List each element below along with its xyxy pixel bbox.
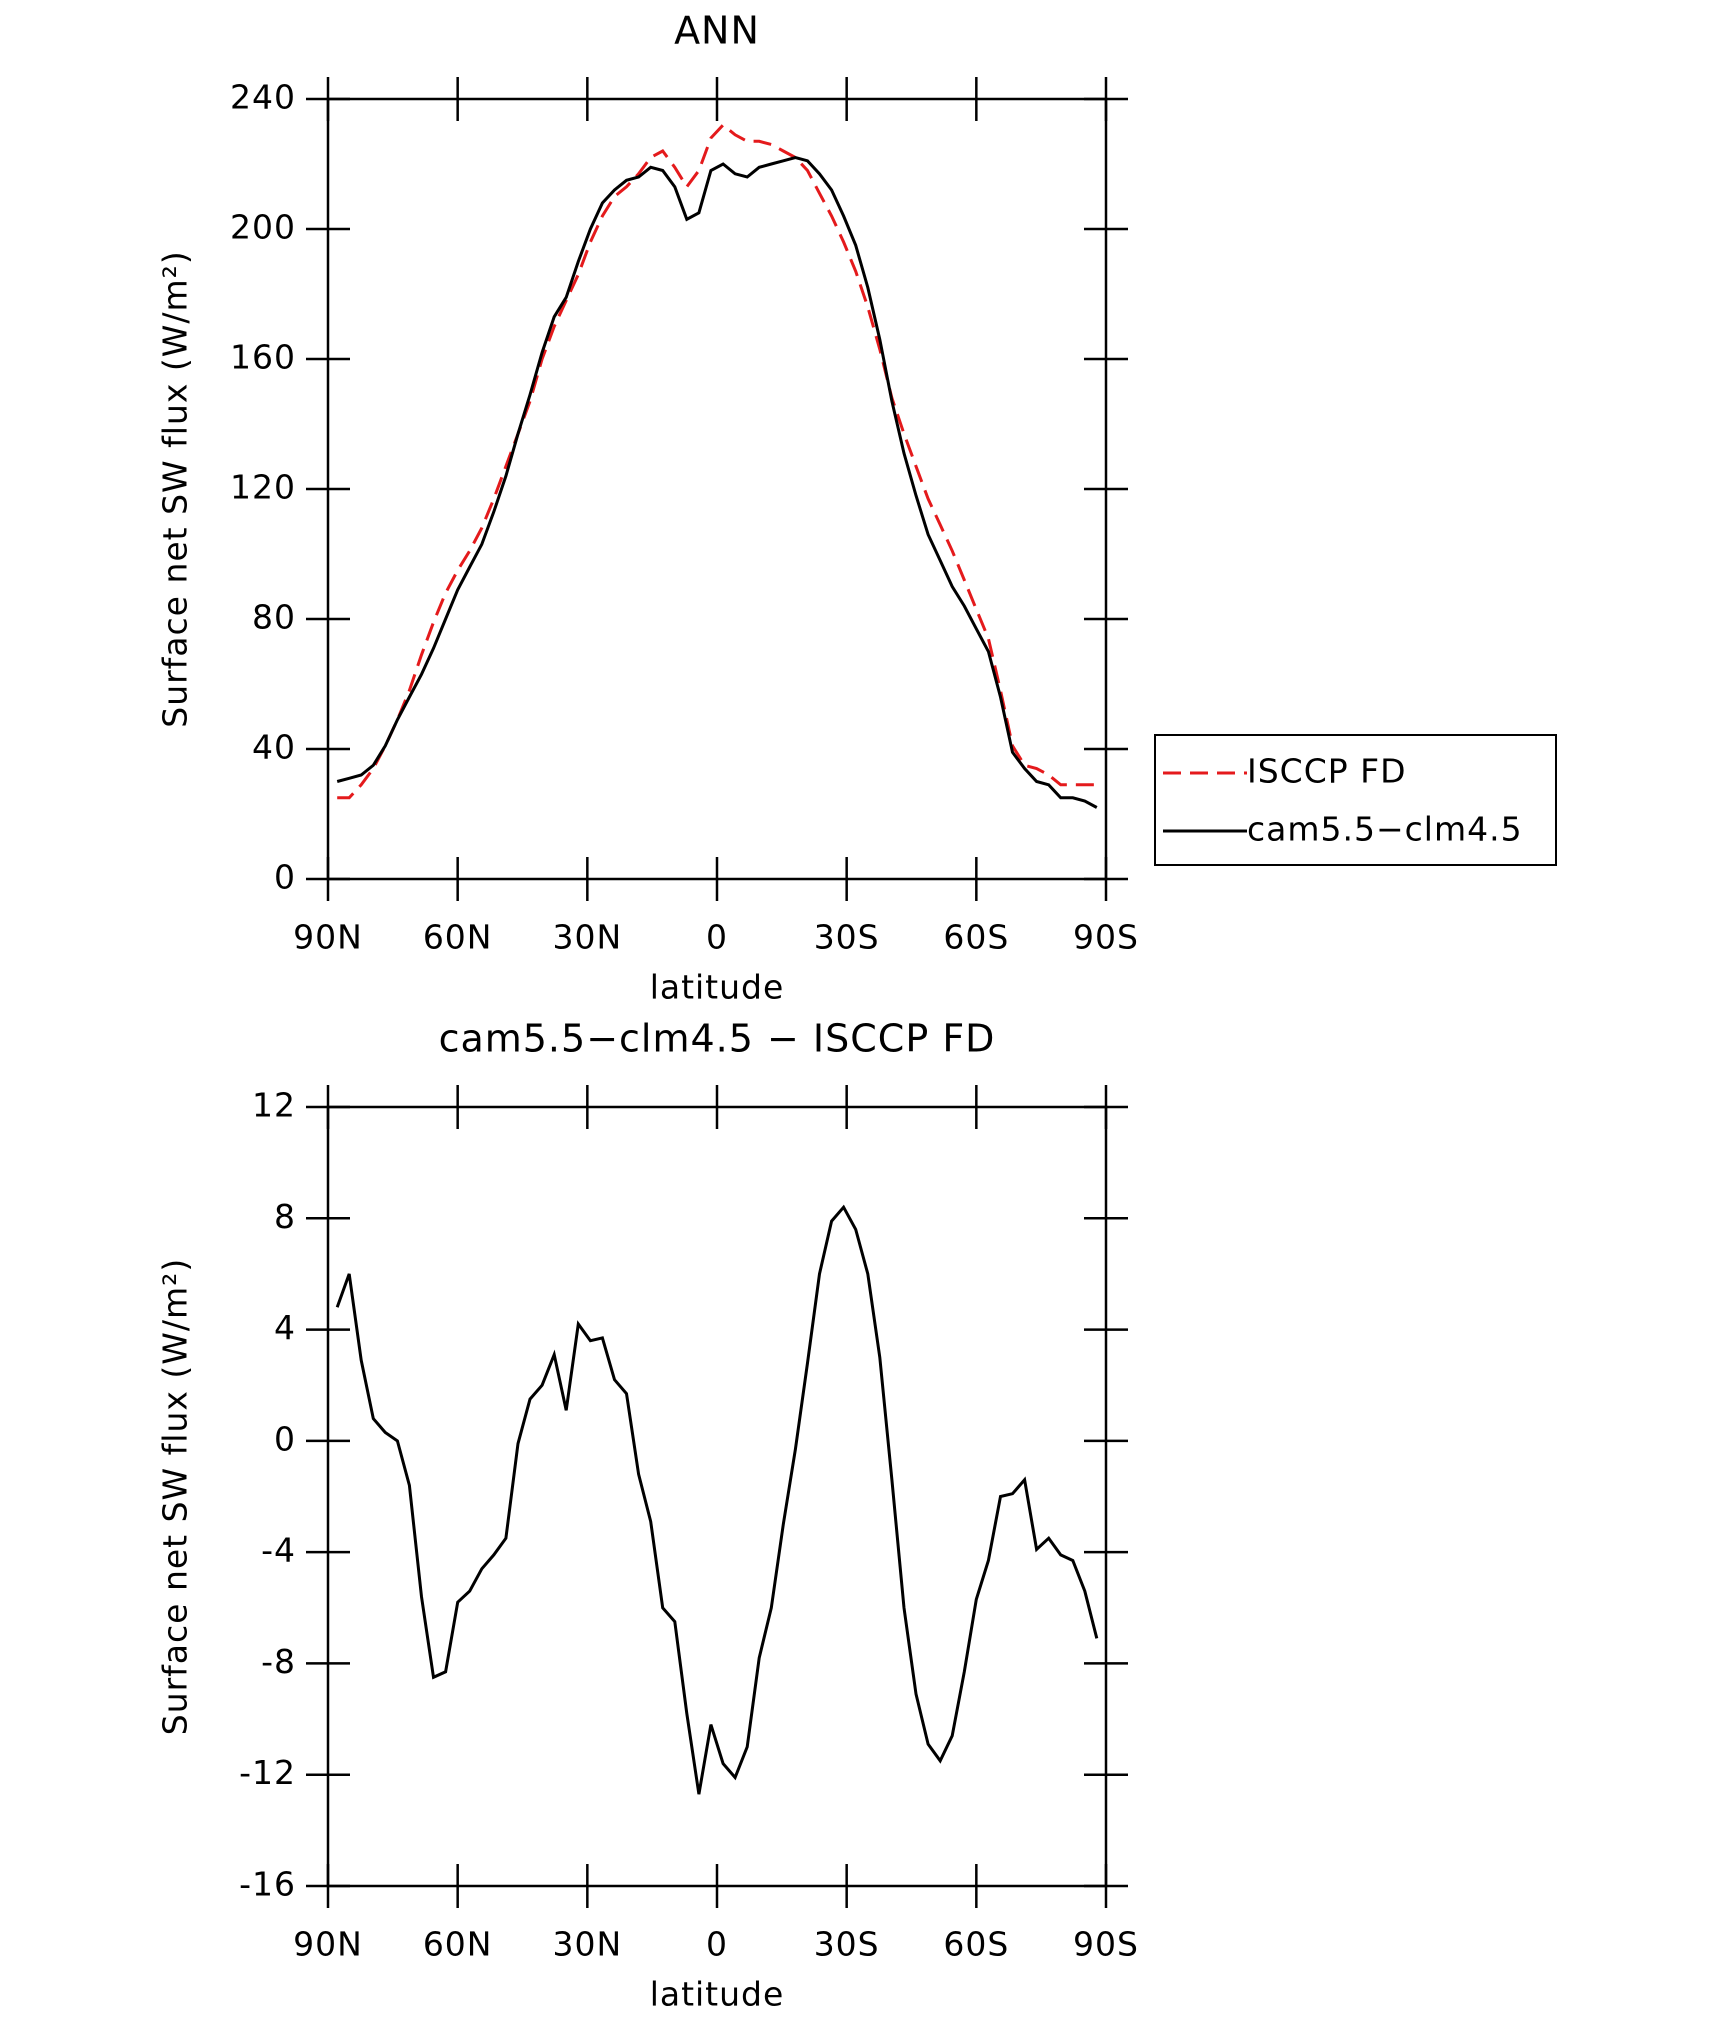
y-tick-label: 0 bbox=[274, 858, 296, 897]
x-tick-label: 30S bbox=[814, 1925, 880, 1964]
y-tick-label: 80 bbox=[252, 598, 296, 637]
y-tick-label: 0 bbox=[274, 1419, 296, 1458]
x-tick-label: 30S bbox=[814, 918, 880, 957]
x-tick-label: 60S bbox=[943, 918, 1009, 957]
legend-label: ISCCP FD bbox=[1247, 752, 1407, 791]
x-tick-label: 90N bbox=[293, 918, 363, 957]
y-tick-label: 200 bbox=[230, 208, 296, 247]
x-tick-label: 90S bbox=[1073, 1925, 1139, 1964]
plot-frame bbox=[326, 97, 1108, 881]
chart-title: ANN bbox=[674, 9, 760, 53]
y-axis-label: Surface net SW flux (W/m²) bbox=[156, 1258, 195, 1736]
y-tick-label: -16 bbox=[239, 1865, 296, 1904]
x-axis-label: latitude bbox=[650, 968, 785, 1007]
x-tick-label: 0 bbox=[706, 918, 728, 957]
y-tick-label: -8 bbox=[261, 1642, 296, 1681]
y-tick-label: 4 bbox=[274, 1308, 296, 1347]
chart-title: cam5.5−clm4.5 − ISCCP FD bbox=[439, 1017, 996, 1061]
y-tick-label: 8 bbox=[274, 1197, 296, 1236]
legend-label: cam5.5−clm4.5 bbox=[1247, 810, 1523, 849]
x-axis-label: latitude bbox=[650, 1975, 785, 2014]
x-tick-label: 30N bbox=[552, 1925, 622, 1964]
y-tick-label: -4 bbox=[261, 1531, 296, 1570]
y-tick-label: 240 bbox=[230, 78, 296, 117]
x-tick-label: 90N bbox=[293, 1925, 363, 1964]
data-line bbox=[335, 1204, 1099, 1795]
y-tick-label: 120 bbox=[230, 468, 296, 507]
legend-box bbox=[1154, 734, 1557, 866]
y-tick-label: 160 bbox=[230, 338, 296, 377]
data-line bbox=[336, 155, 1098, 809]
y-tick-label: 12 bbox=[252, 1086, 296, 1125]
y-tick-label: -12 bbox=[239, 1753, 296, 1792]
plot-frame bbox=[326, 1105, 1108, 1888]
x-tick-label: 60S bbox=[943, 1925, 1009, 1964]
x-tick-label: 0 bbox=[706, 1925, 728, 1964]
x-tick-label: 60N bbox=[423, 1925, 493, 1964]
x-tick-label: 60N bbox=[423, 918, 493, 957]
data-line bbox=[337, 122, 1097, 800]
y-axis-label: Surface net SW flux (W/m²) bbox=[156, 250, 195, 728]
x-tick-label: 90S bbox=[1073, 918, 1139, 957]
y-tick-label: 40 bbox=[252, 728, 296, 767]
x-tick-label: 30N bbox=[552, 918, 622, 957]
